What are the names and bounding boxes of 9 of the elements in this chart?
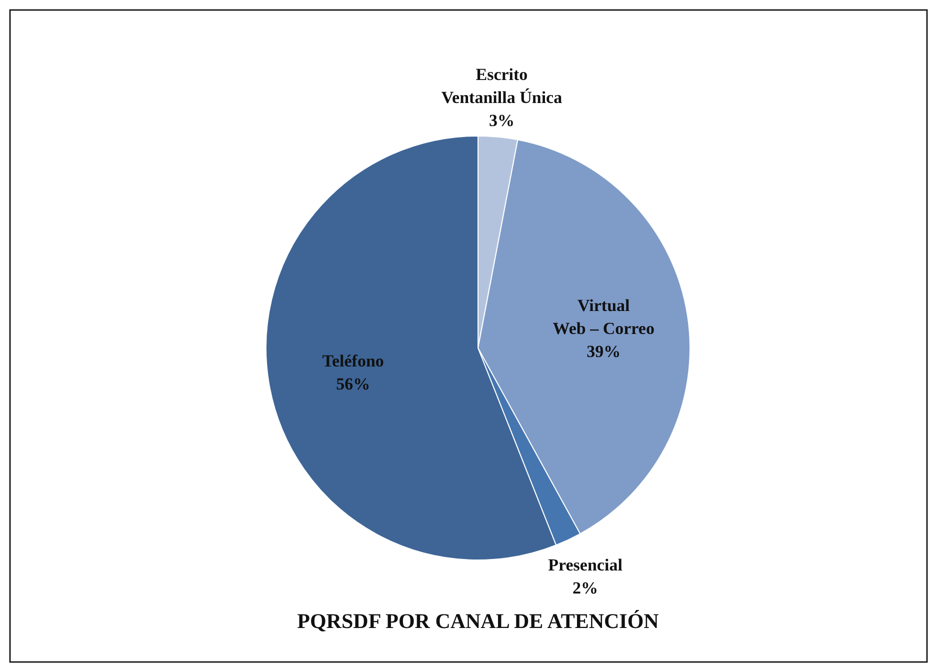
data-label: 56% [336,374,370,394]
data-label: 3% [488,111,514,130]
slice-label: Presencial [548,555,623,574]
slice-label: Teléfono [322,351,384,370]
data-label: 39% [586,342,621,362]
text: PQRSDF POR CANAL DE ATENCIÓN [297,609,659,633]
data-label: 2% [572,578,598,598]
slice-label: Virtual Web – Correo [552,296,654,338]
slice-label: Escrito Ventanilla Única [441,65,563,108]
